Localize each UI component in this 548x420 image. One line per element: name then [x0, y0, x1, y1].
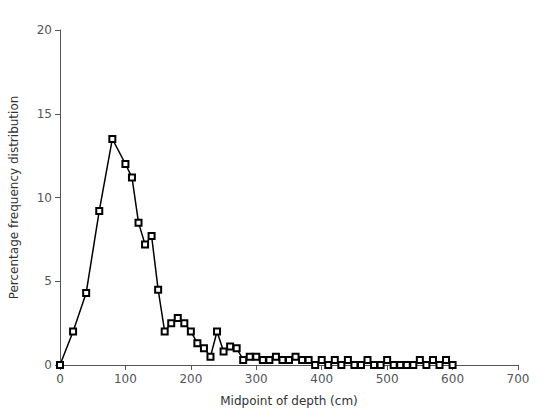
- svg-text:5: 5: [44, 274, 52, 288]
- svg-text:Midpoint of depth (cm): Midpoint of depth (cm): [220, 394, 358, 408]
- svg-text:0: 0: [56, 372, 64, 386]
- svg-text:Percentage frequency distribut: Percentage frequency distribution: [7, 96, 21, 300]
- svg-text:20: 20: [37, 23, 52, 37]
- svg-text:0: 0: [44, 358, 52, 372]
- svg-text:10: 10: [37, 191, 52, 205]
- svg-text:15: 15: [37, 107, 52, 121]
- svg-text:500: 500: [376, 372, 399, 386]
- svg-text:400: 400: [310, 372, 333, 386]
- svg-text:300: 300: [245, 372, 268, 386]
- svg-text:100: 100: [114, 372, 137, 386]
- svg-text:200: 200: [179, 372, 202, 386]
- svg-text:600: 600: [441, 372, 464, 386]
- svg-text:700: 700: [507, 372, 530, 386]
